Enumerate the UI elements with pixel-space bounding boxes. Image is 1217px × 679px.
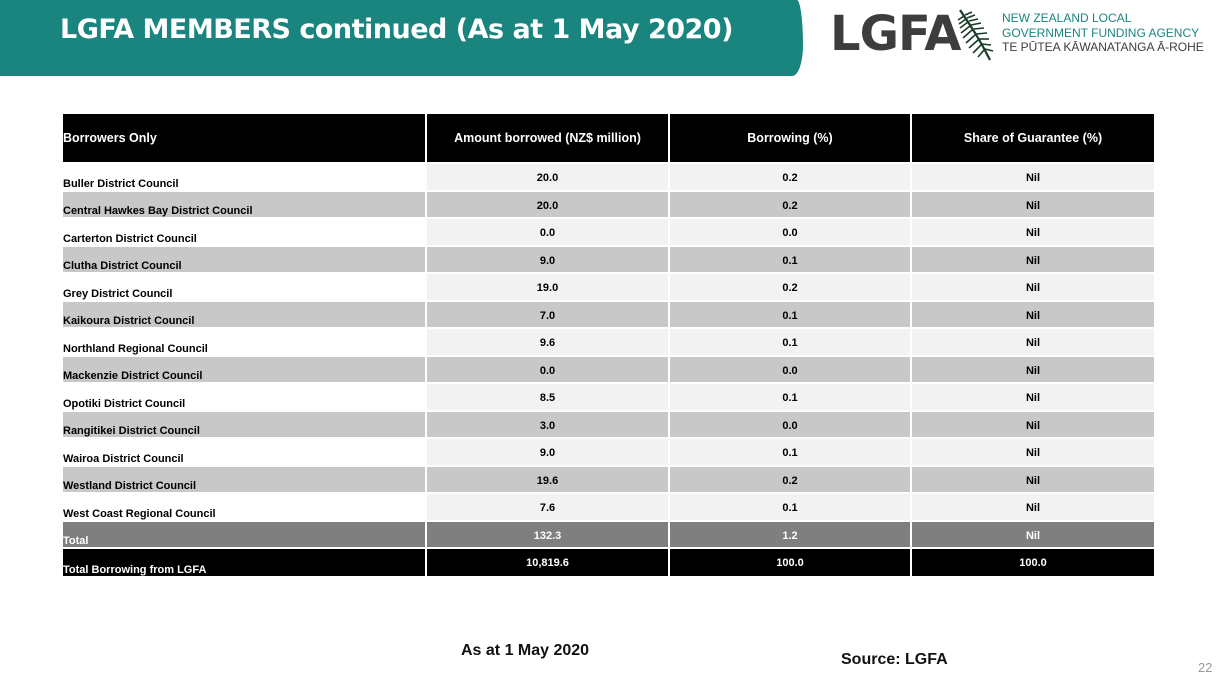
council-name: Central Hawkes Bay District Council	[63, 189, 427, 218]
borrowing-cell: 0.2	[669, 464, 912, 493]
borrowing-cell: 0.2	[669, 162, 912, 191]
borrowing-cell: 0.0	[669, 409, 912, 438]
guarantee-cell: Nil	[911, 189, 1154, 218]
grand-total-borrowing: 100.0	[669, 547, 912, 576]
guarantee-cell: Nil	[911, 437, 1154, 466]
table-row: Central Hawkes Bay District Council 20.0…	[63, 189, 1154, 218]
amount-cell: 7.0	[426, 299, 670, 328]
council-name: Rangitikei District Council	[63, 409, 427, 438]
amount-cell: 19.0	[426, 272, 670, 301]
council-name: Mackenzie District Council	[63, 354, 427, 383]
council-name: Kaikoura District Council	[63, 299, 427, 328]
table-row: Grey District Council 19.0 0.2 Nil	[63, 272, 1154, 301]
column-header-borrowers: Borrowers Only	[63, 114, 427, 163]
amount-cell: 9.0	[426, 244, 670, 273]
borrowing-cell: 0.1	[669, 382, 912, 411]
agency-name: NEW ZEALAND LOCAL GOVERNMENT FUNDING AGE…	[1002, 11, 1204, 55]
borrowing-cell: 0.2	[669, 272, 912, 301]
borrowing-cell: 0.1	[669, 327, 912, 356]
lgfa-logo: LGFA NEW ZEALAND LOCAL GOVERNMENT FUNDIN…	[830, 6, 1210, 68]
column-header-borrowing: Borrowing (%)	[669, 114, 912, 163]
guarantee-cell: Nil	[911, 327, 1154, 356]
guarantee-cell: Nil	[911, 299, 1154, 328]
agency-line-1: NEW ZEALAND LOCAL	[1002, 11, 1132, 25]
table-header-row: Borrowers Only Amount borrowed (NZ$ mill…	[63, 114, 1154, 163]
amount-cell: 19.6	[426, 464, 670, 493]
guarantee-cell: Nil	[911, 244, 1154, 273]
guarantee-cell: Nil	[911, 162, 1154, 191]
members-table: Borrowers Only Amount borrowed (NZ$ mill…	[63, 114, 1154, 576]
amount-cell: 7.6	[426, 492, 670, 521]
table-row: Clutha District Council 9.0 0.1 Nil	[63, 244, 1154, 273]
total-borrowing: 1.2	[669, 519, 912, 548]
grand-total-guarantee: 100.0	[911, 547, 1154, 576]
table-row: Carterton District Council 0.0 0.0 Nil	[63, 217, 1154, 246]
council-name: Clutha District Council	[63, 244, 427, 273]
council-name: Grey District Council	[63, 272, 427, 301]
source-note: Source: LGFA	[841, 651, 948, 668]
amount-cell: 8.5	[426, 382, 670, 411]
column-header-guarantee: Share of Guarantee (%)	[911, 114, 1154, 163]
date-note: As at 1 May 2020	[461, 642, 590, 659]
borrowing-cell: 0.0	[669, 354, 912, 383]
total-row: Total 132.3 1.2 Nil	[63, 519, 1154, 548]
amount-cell: 3.0	[426, 409, 670, 438]
amount-cell: 9.6	[426, 327, 670, 356]
borrowing-cell: 0.0	[669, 217, 912, 246]
table-row: Westland District Council 19.6 0.2 Nil	[63, 464, 1154, 493]
council-name: Buller District Council	[63, 162, 427, 191]
logo-wordmark: LGFA	[830, 6, 961, 62]
guarantee-cell: Nil	[911, 217, 1154, 246]
guarantee-cell: Nil	[911, 492, 1154, 521]
borrowing-cell: 0.1	[669, 492, 912, 521]
borrowing-cell: 0.2	[669, 189, 912, 218]
total-label: Total	[63, 519, 427, 548]
table-row: Mackenzie District Council 0.0 0.0 Nil	[63, 354, 1154, 383]
borrowing-cell: 0.1	[669, 244, 912, 273]
page-title: LGFA MEMBERS continued (As at 1 May 2020…	[60, 14, 733, 45]
table-row: Rangitikei District Council 3.0 0.0 Nil	[63, 409, 1154, 438]
table-row: Kaikoura District Council 7.0 0.1 Nil	[63, 299, 1154, 328]
council-name: Wairoa District Council	[63, 437, 427, 466]
guarantee-cell: Nil	[911, 354, 1154, 383]
council-name: Opotiki District Council	[63, 382, 427, 411]
table-row: Wairoa District Council 9.0 0.1 Nil	[63, 437, 1154, 466]
borrowing-cell: 0.1	[669, 299, 912, 328]
total-amount: 132.3	[426, 519, 670, 548]
guarantee-cell: Nil	[911, 464, 1154, 493]
fern-icon	[957, 9, 994, 61]
amount-cell: 9.0	[426, 437, 670, 466]
amount-cell: 0.0	[426, 354, 670, 383]
table-row: Northland Regional Council 9.6 0.1 Nil	[63, 327, 1154, 356]
borrowing-cell: 0.1	[669, 437, 912, 466]
guarantee-cell: Nil	[911, 409, 1154, 438]
agency-line-2: GOVERNMENT FUNDING AGENCY	[1002, 25, 1200, 40]
amount-cell: 20.0	[426, 162, 670, 191]
council-name: Northland Regional Council	[63, 327, 427, 356]
amount-cell: 20.0	[426, 189, 670, 218]
table-row: Buller District Council 20.0 0.2 Nil	[63, 162, 1154, 191]
grand-total-amount: 10,819.6	[426, 547, 670, 576]
guarantee-cell: Nil	[911, 382, 1154, 411]
title-banner: LGFA MEMBERS continued (As at 1 May 2020…	[0, 0, 803, 76]
council-name: Westland District Council	[63, 464, 427, 493]
column-header-amount: Amount borrowed (NZ$ million)	[426, 114, 670, 163]
total-guarantee: Nil	[911, 519, 1154, 548]
amount-cell: 0.0	[426, 217, 670, 246]
council-name: West Coast Regional Council	[63, 492, 427, 521]
table-row: Opotiki District Council 8.5 0.1 Nil	[63, 382, 1154, 411]
grand-total-label: Total Borrowing from LGFA	[63, 547, 427, 576]
page-number: 22	[1198, 660, 1213, 675]
grand-total-row: Total Borrowing from LGFA 10,819.6 100.0…	[63, 547, 1154, 576]
council-name: Carterton District Council	[63, 217, 427, 246]
agency-line-3: TE PŪTEA KĀWANATANGA Ā-ROHE	[1002, 40, 1204, 54]
guarantee-cell: Nil	[911, 272, 1154, 301]
table-row: West Coast Regional Council 7.6 0.1 Nil	[63, 492, 1154, 521]
